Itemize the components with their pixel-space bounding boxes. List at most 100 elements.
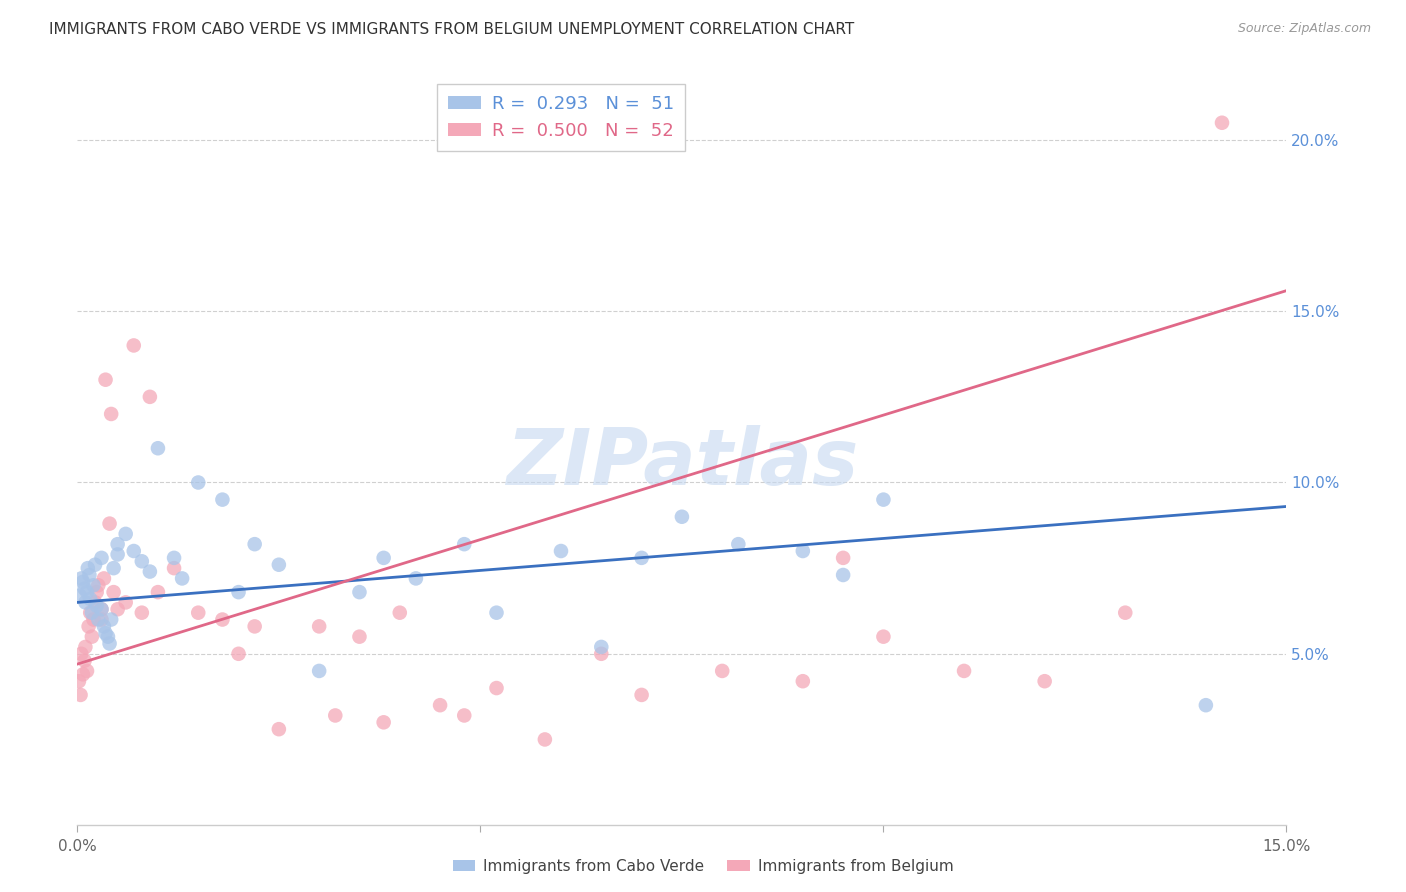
Point bbox=[228, 647, 250, 661]
Point bbox=[93, 571, 115, 585]
Point bbox=[267, 722, 290, 736]
Point bbox=[630, 688, 652, 702]
Point bbox=[67, 674, 90, 689]
Point bbox=[90, 602, 112, 616]
Point bbox=[80, 630, 103, 644]
Point bbox=[163, 550, 186, 565]
Point bbox=[323, 708, 346, 723]
Point bbox=[211, 613, 233, 627]
Point bbox=[228, 585, 250, 599]
Text: ZIPatlas: ZIPatlas bbox=[506, 425, 858, 501]
Point bbox=[373, 715, 395, 730]
Point bbox=[832, 568, 855, 582]
Legend: Immigrants from Cabo Verde, Immigrants from Belgium: Immigrants from Cabo Verde, Immigrants f… bbox=[447, 853, 959, 880]
Point bbox=[77, 619, 100, 633]
Point bbox=[953, 664, 976, 678]
Point bbox=[79, 592, 101, 607]
Point bbox=[94, 373, 117, 387]
Point bbox=[429, 698, 451, 713]
Point bbox=[187, 606, 209, 620]
Point bbox=[122, 544, 145, 558]
Point bbox=[107, 548, 129, 562]
Point bbox=[82, 578, 104, 592]
Point bbox=[1033, 674, 1056, 689]
Point bbox=[72, 667, 94, 681]
Point bbox=[792, 674, 814, 689]
Point bbox=[84, 558, 107, 572]
Point bbox=[73, 654, 96, 668]
Point bbox=[87, 578, 110, 592]
Point bbox=[90, 613, 112, 627]
Point bbox=[308, 664, 330, 678]
Text: IMMIGRANTS FROM CABO VERDE VS IMMIGRANTS FROM BELGIUM UNEMPLOYMENT CORRELATION C: IMMIGRANTS FROM CABO VERDE VS IMMIGRANTS… bbox=[49, 22, 855, 37]
Point bbox=[349, 585, 371, 599]
Point bbox=[146, 441, 169, 455]
Point bbox=[76, 585, 98, 599]
Point bbox=[131, 554, 153, 568]
Point bbox=[100, 407, 122, 421]
Point bbox=[792, 544, 814, 558]
Point bbox=[122, 338, 145, 352]
Point bbox=[1211, 116, 1233, 130]
Point bbox=[94, 626, 117, 640]
Point bbox=[139, 565, 162, 579]
Point bbox=[107, 537, 129, 551]
Point bbox=[211, 492, 233, 507]
Point bbox=[114, 595, 136, 609]
Point bbox=[73, 582, 96, 596]
Point bbox=[163, 561, 186, 575]
Point bbox=[98, 516, 121, 531]
Point bbox=[485, 606, 508, 620]
Point bbox=[172, 571, 194, 585]
Point bbox=[107, 602, 129, 616]
Point bbox=[453, 537, 475, 551]
Point bbox=[93, 619, 115, 633]
Point bbox=[550, 544, 572, 558]
Point bbox=[534, 732, 557, 747]
Point bbox=[671, 509, 693, 524]
Point bbox=[630, 550, 652, 565]
Point bbox=[100, 613, 122, 627]
Point bbox=[187, 475, 209, 490]
Point bbox=[75, 640, 97, 654]
Point bbox=[139, 390, 162, 404]
Point bbox=[114, 527, 136, 541]
Point bbox=[453, 708, 475, 723]
Point bbox=[872, 630, 894, 644]
Point bbox=[103, 561, 125, 575]
Point bbox=[243, 619, 266, 633]
Point bbox=[86, 585, 108, 599]
Point bbox=[1114, 606, 1136, 620]
Point bbox=[97, 630, 120, 644]
Point bbox=[79, 568, 101, 582]
Point bbox=[84, 595, 107, 609]
Point bbox=[76, 664, 98, 678]
Point bbox=[727, 537, 749, 551]
Point bbox=[98, 636, 121, 650]
Point bbox=[1195, 698, 1218, 713]
Point bbox=[711, 664, 734, 678]
Point bbox=[591, 640, 613, 654]
Point bbox=[80, 606, 103, 620]
Legend: R =  0.293   N =  51, R =  0.500   N =  52: R = 0.293 N = 51, R = 0.500 N = 52 bbox=[437, 84, 685, 151]
Point bbox=[79, 606, 101, 620]
Point bbox=[485, 681, 508, 695]
Point bbox=[90, 550, 112, 565]
Point bbox=[69, 589, 91, 603]
Point bbox=[267, 558, 290, 572]
Point bbox=[103, 585, 125, 599]
Point bbox=[75, 595, 97, 609]
Point bbox=[308, 619, 330, 633]
Text: Source: ZipAtlas.com: Source: ZipAtlas.com bbox=[1237, 22, 1371, 36]
Point bbox=[70, 571, 93, 585]
Point bbox=[591, 647, 613, 661]
Point bbox=[87, 613, 110, 627]
Point bbox=[405, 571, 427, 585]
Point bbox=[832, 550, 855, 565]
Point bbox=[373, 550, 395, 565]
Point bbox=[146, 585, 169, 599]
Point bbox=[388, 606, 411, 620]
Point bbox=[86, 599, 108, 613]
Point bbox=[243, 537, 266, 551]
Point bbox=[72, 574, 94, 589]
